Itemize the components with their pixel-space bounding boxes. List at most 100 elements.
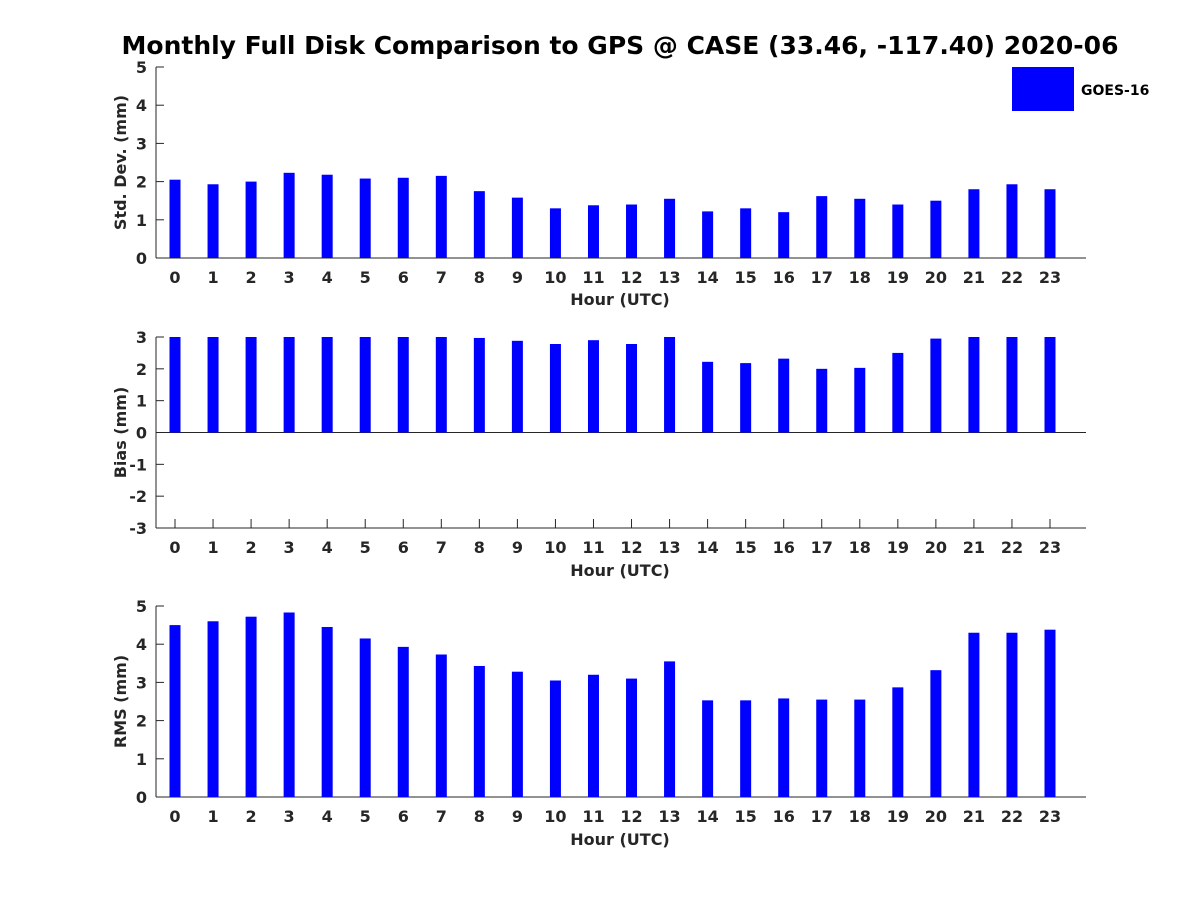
x-tick-label: 1: [207, 538, 218, 557]
y-tick-label: 3: [136, 673, 147, 692]
y-tick-label: 1: [136, 392, 147, 411]
bar: [245, 337, 257, 433]
x-tick-label: 6: [398, 807, 409, 826]
bar: [435, 175, 447, 258]
bar: [664, 661, 676, 797]
y-axis-label: RMS (mm): [111, 655, 130, 748]
bar: [816, 699, 828, 797]
bar: [169, 625, 181, 797]
chart-title: Monthly Full Disk Comparison to GPS @ CA…: [122, 31, 1119, 60]
y-tick-label: -3: [129, 519, 147, 538]
bar: [359, 638, 371, 797]
y-tick-label: 4: [136, 96, 147, 115]
x-tick-label: 21: [963, 268, 985, 287]
bar: [1044, 629, 1056, 797]
x-tick-label: 8: [474, 538, 485, 557]
x-tick-label: 23: [1039, 268, 1061, 287]
x-axis-label: Hour (UTC): [570, 561, 670, 580]
bar: [664, 337, 676, 433]
bar: [816, 196, 828, 258]
y-tick-label: 0: [136, 788, 147, 807]
x-tick-label: 1: [207, 807, 218, 826]
bar: [778, 358, 790, 433]
x-tick-label: 13: [658, 268, 680, 287]
bar: [473, 191, 485, 258]
x-tick-label: 6: [398, 268, 409, 287]
x-tick-label: 18: [849, 807, 871, 826]
x-tick-label: 16: [773, 538, 795, 557]
bar: [321, 337, 333, 433]
x-tick-label: 9: [512, 807, 523, 826]
x-tick-label: 12: [620, 268, 642, 287]
bar: [854, 699, 866, 797]
x-axis-label: Hour (UTC): [570, 830, 670, 849]
x-tick-label: 14: [696, 538, 718, 557]
bar: [930, 200, 942, 258]
x-tick-label: 23: [1039, 807, 1061, 826]
bar: [740, 700, 752, 797]
x-tick-label: 7: [436, 538, 447, 557]
bar: [740, 208, 752, 258]
x-tick-label: 20: [925, 268, 947, 287]
x-tick-label: 7: [436, 268, 447, 287]
bar: [1006, 632, 1018, 797]
bar: [397, 177, 409, 258]
bar: [549, 344, 561, 433]
y-tick-label: 1: [136, 750, 147, 769]
x-tick-label: 9: [512, 538, 523, 557]
x-tick-label: 11: [582, 268, 604, 287]
bar: [207, 184, 219, 258]
x-tick-label: 17: [811, 807, 833, 826]
bar: [587, 674, 599, 797]
x-tick-label: 13: [658, 807, 680, 826]
x-tick-label: 20: [925, 807, 947, 826]
x-tick-label: 13: [658, 538, 680, 557]
y-tick-label: 5: [136, 58, 147, 77]
legend: GOES-16: [1012, 67, 1149, 111]
x-tick-label: 15: [735, 268, 757, 287]
bar: [1006, 184, 1018, 258]
bar: [245, 181, 257, 258]
y-axis-label: Bias (mm): [111, 387, 130, 479]
bar: [892, 204, 904, 258]
bar: [587, 205, 599, 258]
bar: [207, 337, 219, 433]
x-tick-label: 10: [544, 268, 566, 287]
x-tick-label: 12: [620, 538, 642, 557]
legend-label: GOES-16: [1081, 83, 1149, 99]
bar: [854, 367, 866, 433]
x-tick-label: 3: [284, 268, 295, 287]
bar: [968, 337, 980, 433]
bar: [930, 338, 942, 433]
bar: [702, 211, 714, 258]
bar: [626, 204, 638, 258]
x-tick-label: 18: [849, 268, 871, 287]
x-tick-label: 21: [963, 807, 985, 826]
x-tick-label: 21: [963, 538, 985, 557]
bar: [359, 178, 371, 258]
bar: [1044, 189, 1056, 258]
bar: [549, 208, 561, 258]
y-tick-label: 3: [136, 134, 147, 153]
x-tick-label: 4: [322, 268, 333, 287]
x-tick-label: 8: [474, 807, 485, 826]
bar: [816, 368, 828, 433]
x-axis-label: Hour (UTC): [570, 290, 670, 309]
bar: [892, 352, 904, 433]
bar: [1044, 337, 1056, 433]
y-axis-label: Std. Dev. (mm): [111, 95, 130, 230]
legend-swatch: [1012, 67, 1074, 111]
x-tick-label: 19: [887, 268, 909, 287]
x-tick-label: 15: [735, 538, 757, 557]
x-tick-label: 9: [512, 268, 523, 287]
bar: [740, 363, 752, 433]
bar: [968, 632, 980, 797]
x-tick-label: 11: [582, 807, 604, 826]
bar: [511, 197, 523, 258]
x-tick-label: 5: [360, 268, 371, 287]
bar: [321, 627, 333, 797]
x-tick-label: 8: [474, 268, 485, 287]
y-tick-label: 2: [136, 173, 147, 192]
